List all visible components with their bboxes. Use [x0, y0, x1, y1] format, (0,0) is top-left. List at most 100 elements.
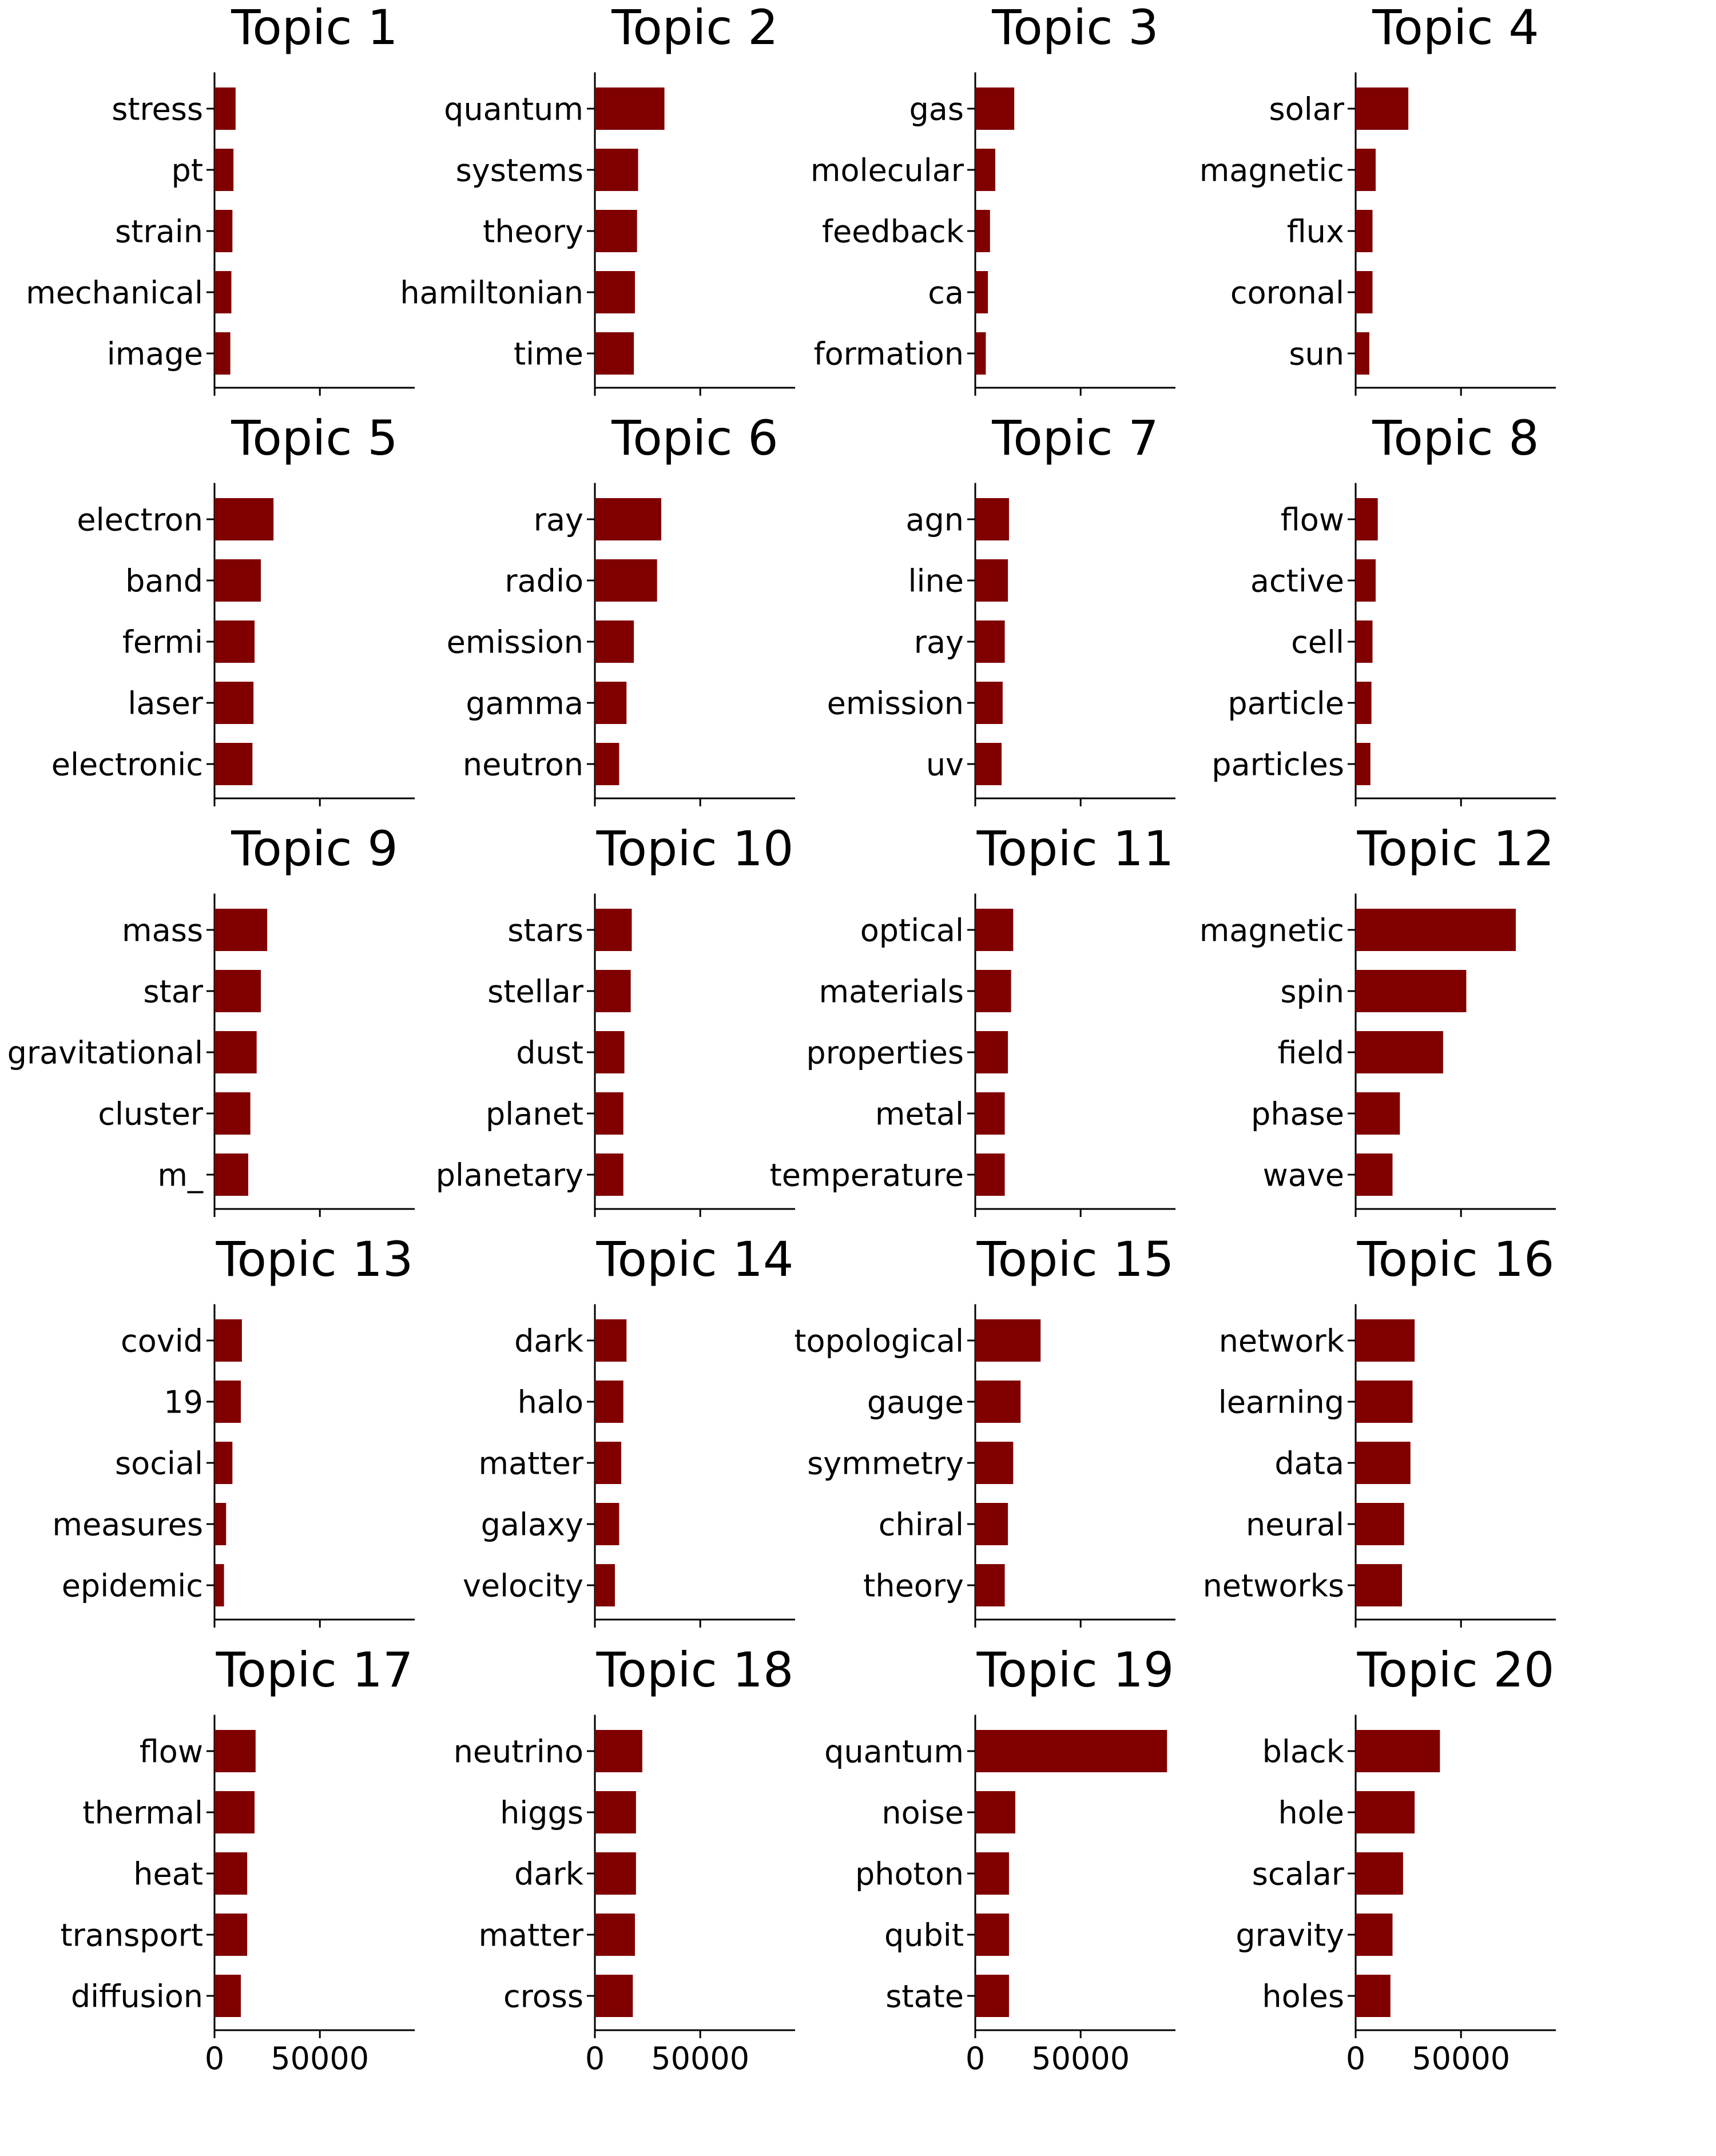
bar — [975, 1791, 1015, 1833]
bar — [214, 1153, 248, 1196]
bar — [214, 909, 268, 951]
bar — [1356, 1092, 1400, 1135]
category-label: ca — [928, 275, 964, 311]
bar — [1356, 1564, 1403, 1606]
category-label: dark — [514, 1323, 584, 1359]
bar — [1356, 1852, 1403, 1895]
panel-title: Topic 16 — [1357, 1231, 1555, 1287]
panel-title: Topic 1 — [231, 0, 398, 55]
bar — [214, 332, 231, 375]
category-label: hole — [1278, 1795, 1345, 1831]
category-label: pt — [172, 152, 203, 188]
bar — [1356, 498, 1378, 540]
bar — [595, 149, 638, 191]
bar — [214, 1852, 248, 1895]
category-label: molecular — [811, 152, 964, 188]
category-label: epidemic — [62, 1568, 203, 1604]
panel-title: Topic 4 — [1372, 0, 1539, 55]
bar — [1356, 970, 1467, 1012]
category-label: qubit — [884, 1917, 964, 1953]
category-label: star — [143, 973, 203, 1009]
bar — [595, 1442, 622, 1484]
category-label: theory — [483, 213, 583, 249]
bar — [595, 1914, 635, 1956]
category-label: flow — [140, 1733, 203, 1769]
x-tick-label: 50000 — [1031, 2040, 1130, 2077]
x-tick-label: 50000 — [651, 2040, 749, 2077]
topic-panel-17: Topic 17 flow thermal heat transport diffusio… — [60, 1642, 415, 2077]
bar — [214, 1791, 255, 1833]
category-label: temperature — [770, 1157, 964, 1193]
category-label: measures — [52, 1506, 203, 1542]
bar — [214, 1975, 241, 2017]
bar — [595, 332, 634, 375]
panel-title: Topic 13 — [216, 1231, 414, 1287]
bar — [595, 1319, 627, 1362]
panel-title: Topic 17 — [216, 1642, 414, 1698]
category-label: quantum — [824, 1733, 964, 1769]
bar — [975, 1319, 1041, 1362]
bar — [214, 1914, 248, 1956]
bar — [595, 743, 619, 785]
panel-title: Topic 18 — [596, 1642, 794, 1698]
bar — [975, 1092, 1005, 1135]
bar — [1356, 149, 1376, 191]
panel-title: Topic 11 — [976, 821, 1174, 877]
bar — [595, 210, 637, 252]
bar — [1356, 559, 1376, 602]
category-label: time — [514, 336, 583, 372]
category-label: thermal — [82, 1795, 203, 1831]
bar — [214, 970, 261, 1012]
category-label: flux — [1287, 213, 1344, 249]
bar — [975, 620, 1005, 663]
bar — [595, 1852, 636, 1895]
category-label: hamiltonian — [400, 275, 583, 311]
panel-title: Topic 19 — [976, 1642, 1174, 1698]
category-label: particles — [1211, 746, 1344, 782]
category-label: image — [107, 336, 203, 372]
category-label: chiral — [879, 1506, 964, 1542]
bar — [1356, 1442, 1411, 1484]
category-label: neutron — [463, 746, 583, 782]
bar — [595, 559, 657, 602]
category-label: topological — [794, 1323, 964, 1359]
category-label: laser — [128, 685, 203, 721]
category-label: galaxy — [481, 1506, 583, 1542]
bar — [1356, 1381, 1413, 1423]
bar — [1356, 1319, 1415, 1362]
category-label: planet — [486, 1096, 583, 1132]
topic-panel-15: Topic 15 topological gauge symmetry chiral th… — [794, 1231, 1175, 1628]
panel-title: Topic 9 — [231, 821, 398, 877]
category-label: ray — [534, 502, 583, 538]
bar — [595, 682, 627, 724]
bar — [975, 87, 1015, 130]
bar — [595, 271, 635, 313]
bar — [975, 1975, 1009, 2017]
bar — [214, 87, 236, 130]
bar — [975, 682, 1003, 724]
category-label: transport — [60, 1917, 203, 1953]
topic-panel-16: Topic 16 network learning data neural network… — [1203, 1231, 1556, 1628]
category-label: social — [115, 1445, 203, 1481]
bar — [975, 1852, 1009, 1895]
category-label: systems — [456, 152, 583, 188]
category-label: data — [1274, 1445, 1344, 1481]
category-label: symmetry — [807, 1445, 964, 1481]
bar — [214, 559, 261, 602]
category-label: wave — [1263, 1157, 1344, 1193]
category-label: stellar — [487, 973, 584, 1009]
topic-panel-10: Topic 10 stars stellar dust planet planetary — [436, 821, 795, 1217]
bar — [214, 682, 254, 724]
bar — [1356, 210, 1373, 252]
bar — [975, 743, 1002, 785]
bar — [595, 1031, 625, 1073]
category-label: quantum — [444, 91, 583, 127]
category-label: solar — [1269, 91, 1345, 127]
bar — [975, 559, 1008, 602]
topic-panel-6: Topic 6 ray radio emission gamma neutron — [447, 410, 795, 806]
panel-title: Topic 3 — [991, 0, 1158, 55]
panel-title: Topic 2 — [611, 0, 778, 55]
panel-title: Topic 8 — [1372, 410, 1539, 466]
bar — [214, 620, 255, 663]
